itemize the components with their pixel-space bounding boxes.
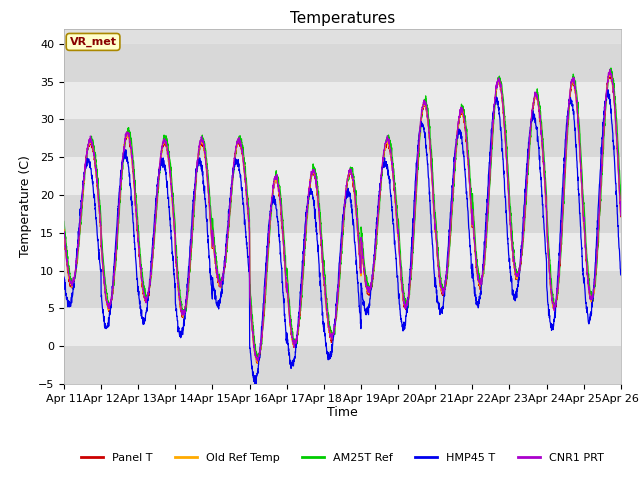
Old Ref Temp [157, 157, 164, 163]
Bar [64, 120, 621, 157]
Text: VR_met: VR_met [70, 37, 116, 47]
AM25T Ref [254, 357, 262, 363]
AM25T Ref [157, 159, 164, 165]
AM25T Ref [606, 66, 614, 72]
Old Ref Temp [60, 227, 68, 233]
Bar [64, 195, 621, 233]
CNR1 PRT [606, 67, 614, 72]
AM25T Ref [617, 195, 625, 201]
AM25T Ref [546, 264, 554, 269]
CNR1 PRT [124, 130, 131, 135]
Panel T [253, 360, 261, 366]
AM25T Ref [298, 294, 306, 300]
Old Ref Temp [124, 132, 131, 138]
Old Ref Temp [606, 73, 614, 79]
Bar [64, 271, 621, 309]
Line: Old Ref Temp: Old Ref Temp [64, 72, 621, 363]
Bar [64, 309, 621, 346]
HMP45 T [124, 156, 131, 162]
HMP45 T [157, 162, 164, 168]
Panel T [546, 276, 554, 282]
Old Ref Temp [617, 211, 625, 217]
Bar [64, 157, 621, 195]
Bar [64, 44, 621, 82]
CNR1 PRT [298, 281, 306, 287]
HMP45 T [274, 219, 282, 225]
Legend: Panel T, Old Ref Temp, AM25T Ref, HMP45 T, CNR1 PRT: Panel T, Old Ref Temp, AM25T Ref, HMP45 … [77, 448, 608, 467]
Panel T [298, 282, 306, 288]
AM25T Ref [607, 65, 615, 71]
Panel T [157, 158, 164, 164]
CNR1 PRT [546, 276, 554, 282]
Line: Panel T: Panel T [64, 72, 621, 363]
HMP45 T [606, 101, 614, 107]
Y-axis label: Temperature (C): Temperature (C) [19, 156, 33, 257]
Bar [64, 346, 621, 384]
AM25T Ref [124, 130, 131, 136]
CNR1 PRT [606, 72, 614, 77]
Panel T [274, 181, 282, 187]
Panel T [617, 214, 625, 219]
HMP45 T [60, 274, 68, 280]
Panel T [606, 69, 614, 75]
Panel T [60, 227, 68, 233]
HMP45 T [298, 269, 306, 275]
CNR1 PRT [253, 358, 261, 364]
HMP45 T [604, 87, 612, 93]
Line: CNR1 PRT: CNR1 PRT [64, 70, 621, 361]
Panel T [124, 134, 131, 140]
HMP45 T [546, 319, 554, 325]
Title: Temperatures: Temperatures [290, 11, 395, 26]
Old Ref Temp [605, 69, 613, 74]
Panel T [606, 71, 614, 77]
Bar [64, 82, 621, 120]
CNR1 PRT [617, 212, 625, 218]
AM25T Ref [274, 174, 282, 180]
X-axis label: Time: Time [327, 407, 358, 420]
CNR1 PRT [274, 181, 282, 187]
Old Ref Temp [546, 278, 554, 284]
Old Ref Temp [274, 182, 282, 188]
Line: HMP45 T: HMP45 T [64, 90, 621, 384]
AM25T Ref [60, 218, 68, 224]
Old Ref Temp [253, 360, 261, 366]
Line: AM25T Ref: AM25T Ref [64, 68, 621, 360]
Bar [64, 233, 621, 271]
CNR1 PRT [157, 154, 164, 159]
HMP45 T [617, 272, 625, 278]
HMP45 T [252, 381, 260, 387]
CNR1 PRT [60, 230, 68, 236]
Old Ref Temp [298, 281, 306, 287]
